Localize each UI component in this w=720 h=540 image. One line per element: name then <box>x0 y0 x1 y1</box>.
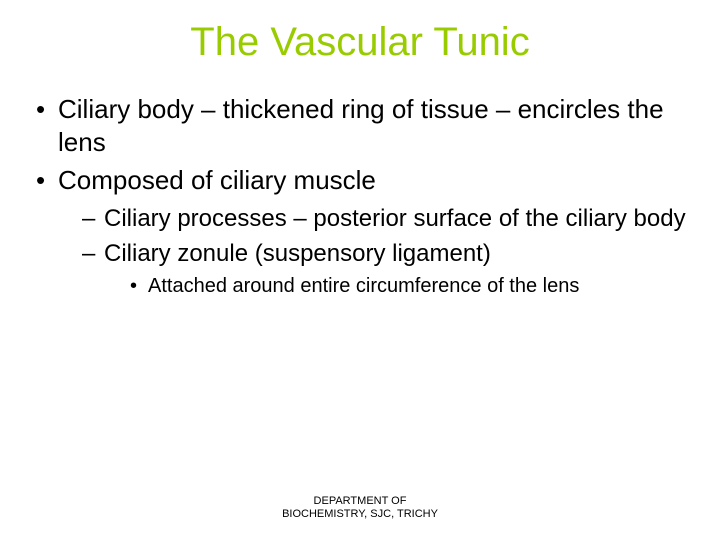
sub-bullet-list: Ciliary processes – posterior surface of… <box>82 203 690 299</box>
list-item-text: Ciliary body – thickened ring of tissue … <box>58 94 664 157</box>
list-item-text: Composed of ciliary muscle <box>58 165 376 195</box>
bullet-list: Ciliary body – thickened ring of tissue … <box>30 93 690 299</box>
slide-title: The Vascular Tunic <box>30 20 690 65</box>
list-item: Attached around entire circumference of … <box>128 273 690 299</box>
list-item: Ciliary processes – posterior surface of… <box>82 203 690 234</box>
list-item: Composed of ciliary muscle Ciliary proce… <box>30 164 690 299</box>
list-item: Ciliary zonule (suspensory ligament) Att… <box>82 238 690 299</box>
list-item-text: Ciliary zonule (suspensory ligament) <box>104 240 491 267</box>
subsub-bullet-list: Attached around entire circumference of … <box>128 273 690 299</box>
footer-line: BIOCHEMISTRY, SJC, TRICHY <box>0 508 720 522</box>
list-item-text: Ciliary processes – posterior surface of… <box>104 205 686 232</box>
list-item: Ciliary body – thickened ring of tissue … <box>30 93 690 158</box>
list-item-text: Attached around entire circumference of … <box>148 275 579 297</box>
footer-line: DEPARTMENT OF <box>0 495 720 509</box>
footer: DEPARTMENT OF BIOCHEMISTRY, SJC, TRICHY <box>0 495 720 523</box>
